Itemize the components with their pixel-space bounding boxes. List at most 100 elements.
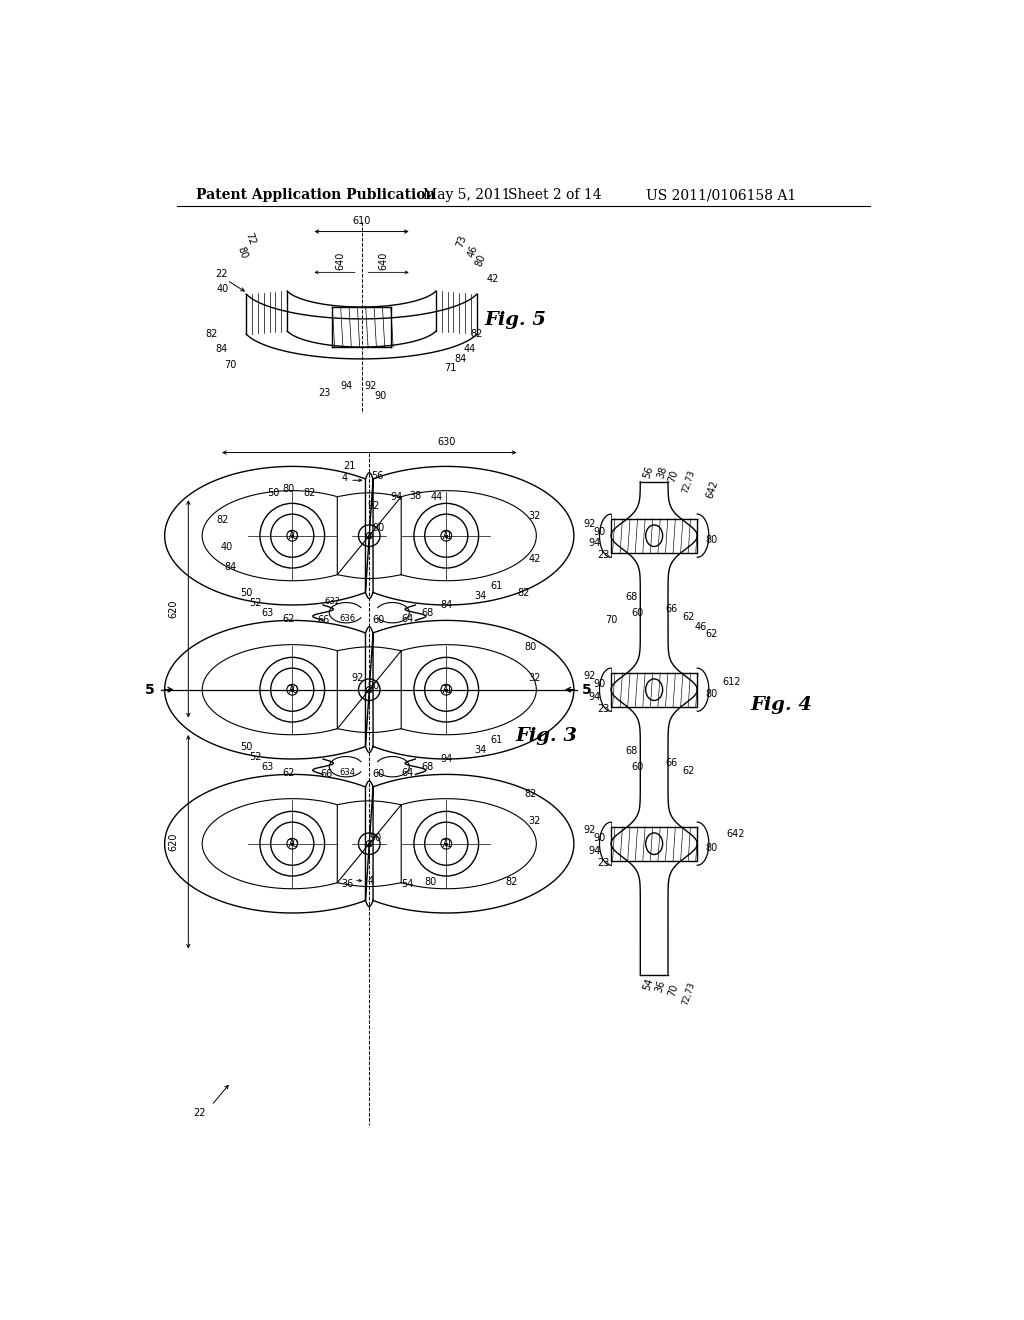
Text: 64: 64 xyxy=(401,768,414,777)
Text: 82: 82 xyxy=(506,878,518,887)
Text: 50: 50 xyxy=(267,488,280,499)
Text: 632: 632 xyxy=(325,597,340,606)
Text: 84: 84 xyxy=(224,561,237,572)
Text: 90: 90 xyxy=(370,833,382,842)
Text: 42: 42 xyxy=(486,275,499,284)
Text: 80: 80 xyxy=(525,643,537,652)
Text: 90: 90 xyxy=(593,527,605,537)
Text: 94: 94 xyxy=(440,754,453,764)
Text: 70: 70 xyxy=(667,982,680,998)
Text: 90: 90 xyxy=(373,523,385,533)
Text: 23: 23 xyxy=(597,858,609,869)
Text: Patent Application Publication: Patent Application Publication xyxy=(196,189,435,202)
Text: Fig. 3: Fig. 3 xyxy=(515,727,578,744)
Text: 70: 70 xyxy=(286,685,298,694)
Text: 44: 44 xyxy=(431,492,443,502)
Text: US 2011/0106158 A1: US 2011/0106158 A1 xyxy=(646,189,797,202)
Text: 80: 80 xyxy=(425,878,437,887)
Text: 46: 46 xyxy=(466,243,480,259)
Text: 60: 60 xyxy=(631,607,643,618)
Text: 56: 56 xyxy=(641,465,654,480)
Text: 68: 68 xyxy=(625,593,637,602)
Text: Fig. 4: Fig. 4 xyxy=(751,696,812,714)
Text: 90: 90 xyxy=(593,833,605,842)
Text: 636: 636 xyxy=(340,614,355,623)
Text: 70: 70 xyxy=(286,531,298,541)
Text: 92: 92 xyxy=(367,502,379,511)
Text: 63: 63 xyxy=(261,607,273,618)
Text: 4: 4 xyxy=(342,473,348,483)
Text: 82: 82 xyxy=(205,329,217,339)
Text: 38: 38 xyxy=(410,491,422,500)
Text: 72,73: 72,73 xyxy=(681,981,696,1007)
Text: 82: 82 xyxy=(517,589,529,598)
Text: 70: 70 xyxy=(224,360,237,370)
Text: 73: 73 xyxy=(455,234,468,249)
Text: 94: 94 xyxy=(588,693,600,702)
Text: 80: 80 xyxy=(705,689,717,698)
Bar xyxy=(611,519,697,553)
Text: 34: 34 xyxy=(475,591,487,601)
Text: 640: 640 xyxy=(378,252,388,271)
Text: 90: 90 xyxy=(593,678,605,689)
Text: 94: 94 xyxy=(588,539,600,548)
Text: 66: 66 xyxy=(321,770,333,779)
Text: 52: 52 xyxy=(249,598,261,609)
Text: 70: 70 xyxy=(286,838,298,849)
Text: 92: 92 xyxy=(584,671,596,681)
Text: 38: 38 xyxy=(655,465,669,480)
Text: 62: 62 xyxy=(283,614,295,624)
Text: 66: 66 xyxy=(317,615,329,626)
Text: 630: 630 xyxy=(437,437,456,447)
Text: 642: 642 xyxy=(727,829,745,840)
Text: 23: 23 xyxy=(318,388,331,399)
Text: 82: 82 xyxy=(471,329,483,339)
Ellipse shape xyxy=(646,525,663,546)
Text: 84: 84 xyxy=(215,345,227,354)
Text: Fig. 5: Fig. 5 xyxy=(484,312,547,329)
Text: 60: 60 xyxy=(631,762,643,772)
Text: 90: 90 xyxy=(375,391,387,400)
Text: Sheet 2 of 14: Sheet 2 of 14 xyxy=(508,189,601,202)
Text: 44: 44 xyxy=(463,345,475,354)
Bar xyxy=(611,826,697,861)
Text: 620: 620 xyxy=(168,599,178,618)
Text: 22: 22 xyxy=(194,1109,206,1118)
Text: 68: 68 xyxy=(625,746,637,756)
Text: 66: 66 xyxy=(665,603,677,614)
Text: 62: 62 xyxy=(683,611,695,622)
Text: 620: 620 xyxy=(168,833,178,851)
Text: 21: 21 xyxy=(343,462,355,471)
Text: 42: 42 xyxy=(528,554,541,564)
Text: 50: 50 xyxy=(240,589,252,598)
Text: 62: 62 xyxy=(683,766,695,776)
Text: 22: 22 xyxy=(215,269,227,279)
Text: 36: 36 xyxy=(653,978,667,994)
Text: 70: 70 xyxy=(605,615,618,626)
Text: 54: 54 xyxy=(641,977,654,991)
Text: 32: 32 xyxy=(528,673,541,684)
Text: 642: 642 xyxy=(705,479,720,500)
Text: 80: 80 xyxy=(705,842,717,853)
Text: 5: 5 xyxy=(583,682,592,697)
Text: 23: 23 xyxy=(597,550,609,560)
Text: 80: 80 xyxy=(236,246,249,260)
Bar xyxy=(611,673,697,706)
Text: 68: 68 xyxy=(421,762,433,772)
Text: 71: 71 xyxy=(444,363,457,372)
Text: 72,73: 72,73 xyxy=(681,469,696,495)
Text: 32: 32 xyxy=(528,816,541,825)
Text: 84: 84 xyxy=(440,601,453,610)
Text: 40: 40 xyxy=(217,284,229,294)
Text: 23: 23 xyxy=(597,704,609,714)
Text: 84: 84 xyxy=(454,354,466,363)
Text: 62: 62 xyxy=(706,630,718,639)
Text: 61: 61 xyxy=(490,735,503,744)
Text: 60: 60 xyxy=(373,615,385,626)
Text: 92: 92 xyxy=(584,825,596,834)
Text: 60: 60 xyxy=(373,770,385,779)
Text: 71: 71 xyxy=(440,685,453,694)
Text: 82: 82 xyxy=(217,515,229,525)
Text: 66: 66 xyxy=(665,758,677,768)
Text: 640: 640 xyxy=(335,252,345,271)
